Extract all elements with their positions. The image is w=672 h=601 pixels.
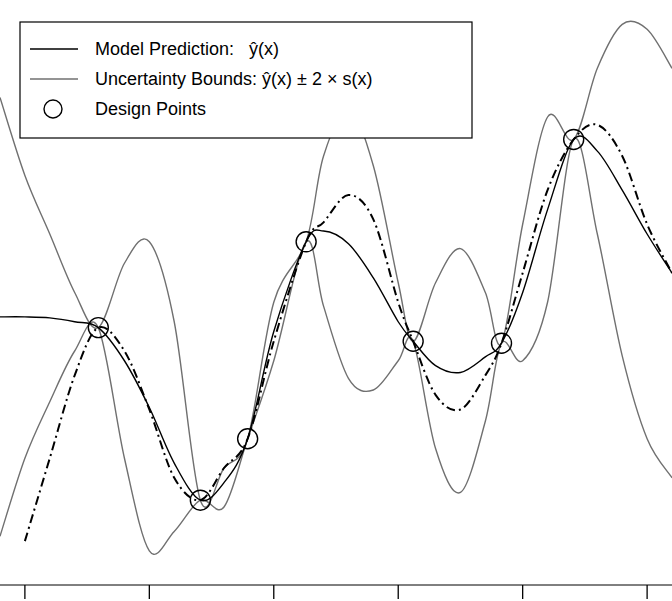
plot-area xyxy=(0,21,672,554)
legend-symbol xyxy=(30,48,78,49)
legend-label: Design Points xyxy=(95,99,206,119)
legend-box xyxy=(20,22,472,138)
design-point xyxy=(296,232,316,252)
x-axis-line xyxy=(0,585,672,586)
upper-bound xyxy=(0,21,672,507)
legend-symbol xyxy=(44,100,62,118)
x-tick xyxy=(522,585,523,599)
legend-symbol xyxy=(30,78,78,79)
design-point xyxy=(238,429,258,449)
x-tick xyxy=(273,585,274,599)
background xyxy=(0,0,672,601)
true-function-line xyxy=(25,124,672,541)
legend-label: Model Prediction: ŷ(x) xyxy=(95,39,279,59)
chart: Model Prediction: ŷ(x) Uncertainty Bounds… xyxy=(0,0,672,601)
design-point xyxy=(403,331,423,351)
design-point xyxy=(190,490,210,510)
design-point xyxy=(564,129,584,149)
legend: Model Prediction: ŷ(x) Uncertainty Bounds… xyxy=(20,22,472,138)
x-tick xyxy=(24,585,25,599)
prediction-line xyxy=(0,136,672,501)
x-tick xyxy=(398,585,399,599)
x-tick xyxy=(646,585,647,599)
lower-bound xyxy=(0,138,672,554)
design-point xyxy=(492,333,512,353)
x-tick xyxy=(149,585,150,599)
design-point xyxy=(88,318,108,338)
legend-label: Uncertainty Bounds: ŷ(x) ± 2 × s(x) xyxy=(95,69,372,89)
